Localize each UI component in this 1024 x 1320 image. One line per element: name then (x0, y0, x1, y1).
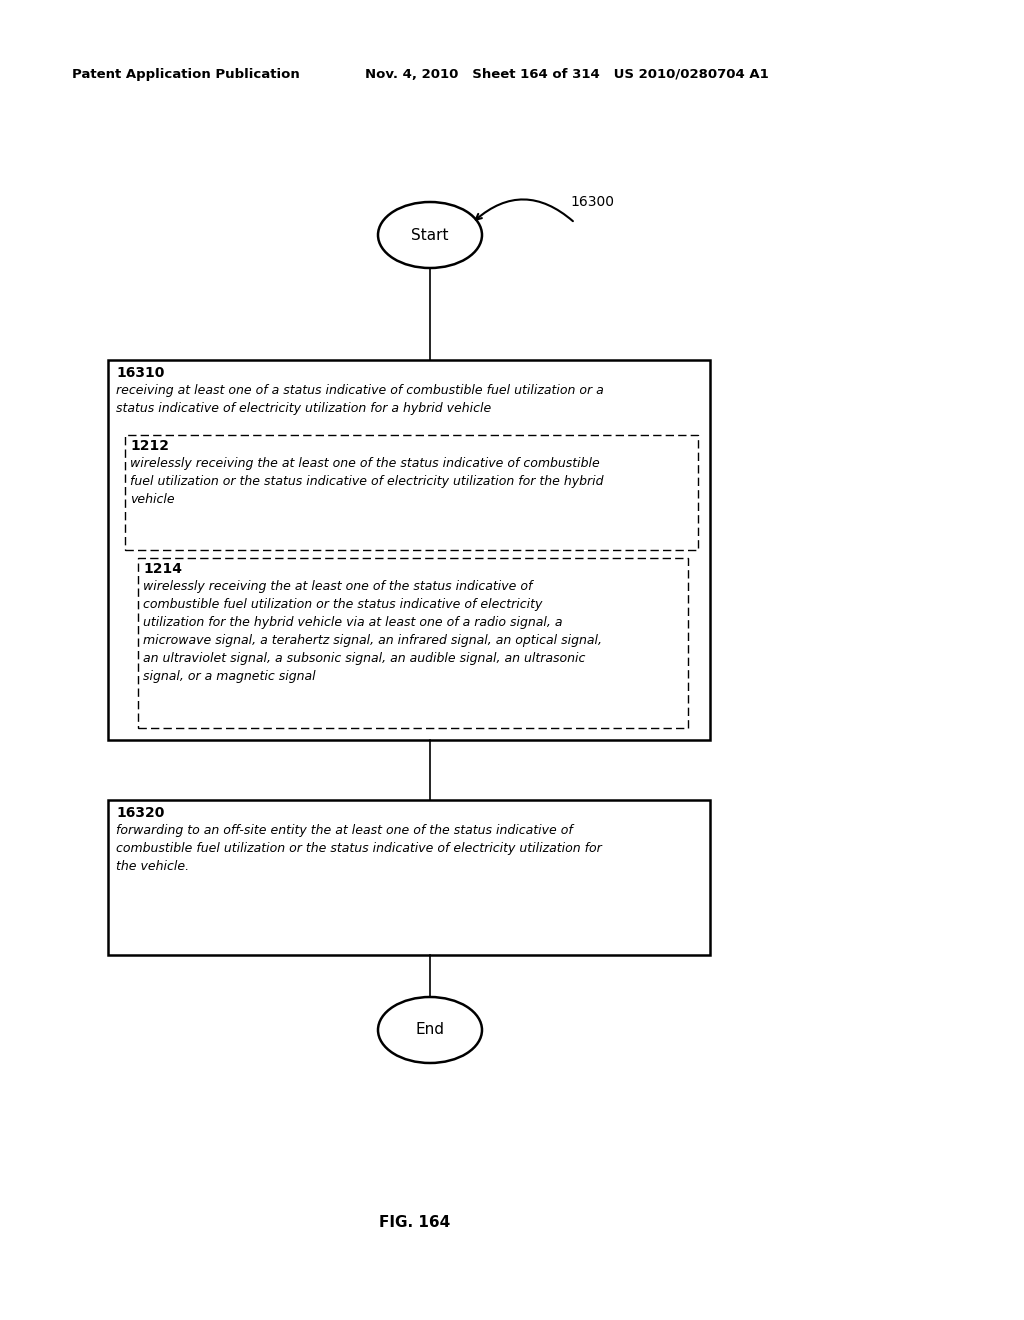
Text: utilization for the hybrid vehicle via at least one of a radio signal, a: utilization for the hybrid vehicle via a… (143, 616, 562, 630)
Text: End: End (416, 1023, 444, 1038)
Text: signal, or a magnetic signal: signal, or a magnetic signal (143, 671, 315, 682)
Text: vehicle: vehicle (130, 492, 175, 506)
Text: combustible fuel utilization or the status indicative of electricity: combustible fuel utilization or the stat… (143, 598, 543, 611)
Text: wirelessly receiving the at least one of the status indicative of combustible: wirelessly receiving the at least one of… (130, 457, 600, 470)
Text: 16320: 16320 (116, 807, 165, 820)
Ellipse shape (378, 202, 482, 268)
Text: 1212: 1212 (130, 440, 169, 453)
Text: an ultraviolet signal, a subsonic signal, an audible signal, an ultrasonic: an ultraviolet signal, a subsonic signal… (143, 652, 586, 665)
Text: status indicative of electricity utilization for a hybrid vehicle: status indicative of electricity utiliza… (116, 403, 492, 414)
Text: microwave signal, a terahertz signal, an infrared signal, an optical signal,: microwave signal, a terahertz signal, an… (143, 634, 602, 647)
Text: the vehicle.: the vehicle. (116, 861, 189, 873)
Text: 16300: 16300 (570, 195, 614, 209)
Text: combustible fuel utilization or the status indicative of electricity utilization: combustible fuel utilization or the stat… (116, 842, 602, 855)
Text: Nov. 4, 2010   Sheet 164 of 314   US 2010/0280704 A1: Nov. 4, 2010 Sheet 164 of 314 US 2010/02… (365, 69, 769, 81)
Text: 1214: 1214 (143, 562, 182, 576)
Bar (108, 360, 710, 741)
Text: 16310: 16310 (116, 366, 165, 380)
Text: fuel utilization or the status indicative of electricity utilization for the hyb: fuel utilization or the status indicativ… (130, 475, 603, 488)
Text: FIG. 164: FIG. 164 (379, 1214, 451, 1230)
Text: Start: Start (412, 227, 449, 243)
Text: forwarding to an off-site entity the at least one of the status indicative of: forwarding to an off-site entity the at … (116, 824, 572, 837)
Text: receiving at least one of a status indicative of combustible fuel utilization or: receiving at least one of a status indic… (116, 384, 604, 397)
Bar (125, 436, 698, 550)
Text: Patent Application Publication: Patent Application Publication (72, 69, 300, 81)
Ellipse shape (378, 997, 482, 1063)
Bar (138, 558, 688, 729)
Text: wirelessly receiving the at least one of the status indicative of: wirelessly receiving the at least one of… (143, 579, 532, 593)
Bar (108, 800, 710, 954)
